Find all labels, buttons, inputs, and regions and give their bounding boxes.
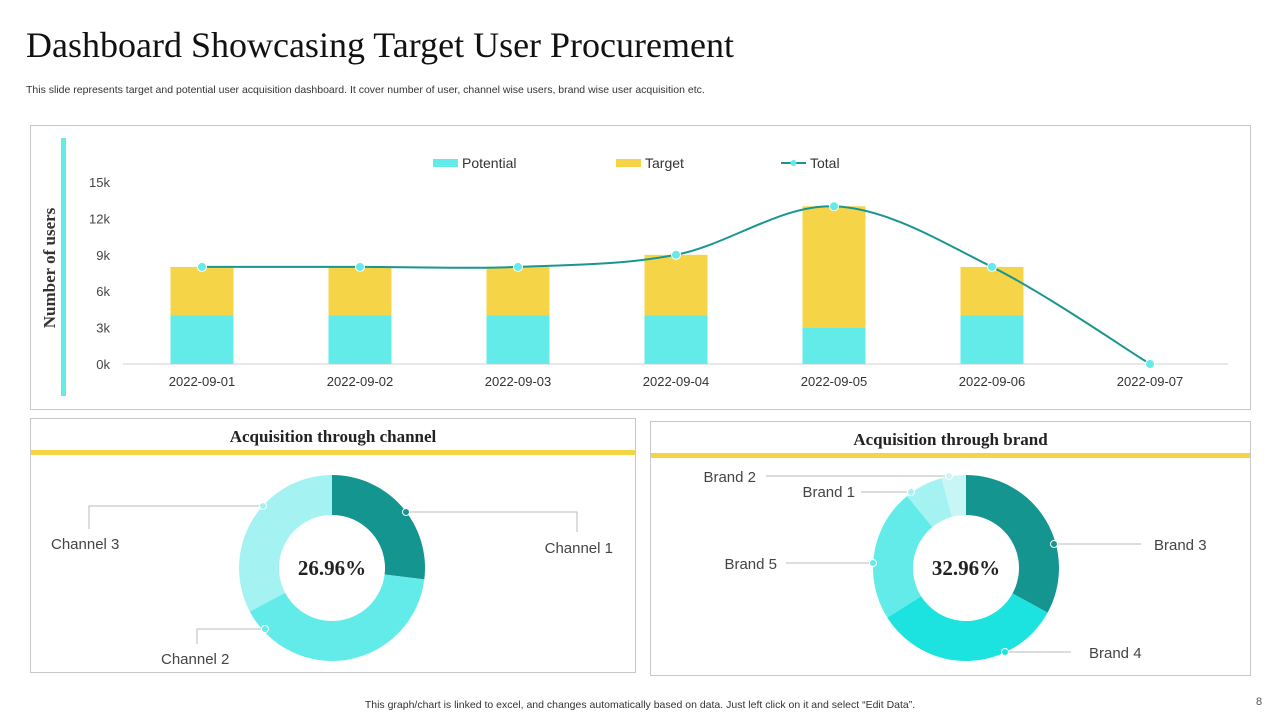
brand-panel-title: Acquisition through brand (853, 430, 1048, 449)
y-tick-label: 0k (96, 357, 110, 372)
donut-slice (332, 475, 426, 580)
legend-label: Potential (462, 155, 516, 171)
donut-slice (249, 574, 425, 661)
y-axis-label: Number of users (40, 207, 59, 328)
leader-dot (259, 502, 267, 510)
total-point (1145, 359, 1155, 369)
legend-label: Total (810, 155, 840, 171)
leader-dot (869, 559, 877, 567)
leader-dot (1050, 540, 1058, 548)
donut-slice (906, 478, 953, 528)
bar-potential (328, 315, 392, 364)
total-point (197, 261, 207, 272)
leader-dot (907, 488, 915, 496)
channel-panel: Acquisition through channel Channel 1 Cha… (30, 418, 636, 673)
legend-marker (790, 160, 797, 166)
page-title: Dashboard Showcasing Target User Procure… (26, 25, 734, 65)
channel-donut-chart: Channel 1 Channel 2 Channel 3 26.96% (51, 475, 613, 668)
x-tick-label: 2022-09-01 (169, 374, 236, 389)
y-tick-label: 15k (89, 175, 110, 190)
bar-target (486, 266, 550, 316)
legend-label: Target (645, 155, 684, 171)
legend-swatch (433, 159, 458, 167)
users-bar-chart: Number of users 0k 3k 6k 9k 12k 15k 2022-09-01 2… (40, 138, 1228, 396)
donut-center-value: 32.96% (932, 556, 1000, 580)
y-tick-label: 3k (96, 321, 110, 336)
footer-note: This graph/chart is linked to excel, and… (364, 699, 916, 711)
slice-label: Brand 2 (703, 469, 756, 486)
donut-slice (873, 496, 933, 618)
donut-slice (887, 593, 1048, 661)
bar-target (644, 254, 708, 316)
total-point (671, 249, 681, 260)
total-point (829, 201, 839, 212)
x-tick-label: 2022-09-06 (959, 374, 1026, 389)
slice-label: Brand 3 (1154, 537, 1207, 554)
x-tick-label: 2022-09-07 (1117, 374, 1184, 389)
leader-dot (1001, 648, 1009, 656)
total-point (355, 261, 365, 272)
bar-potential (960, 315, 1024, 364)
leader-line (88, 505, 263, 529)
page-subtitle: This slide represents target and potenti… (26, 84, 705, 96)
y-tick-label: 6k (96, 284, 110, 299)
leader-dot (261, 625, 269, 633)
donut-slice (941, 475, 966, 517)
channel-panel-title: Acquisition through channel (229, 427, 437, 446)
bar-potential (644, 315, 708, 364)
channel-divider (31, 450, 635, 455)
leader-line (406, 511, 578, 532)
brand-donut-chart: Brand 3 Brand 4 Brand 5 Brand 1 Brand 2 32.96… (703, 469, 1207, 662)
page-number: 8 (1256, 696, 1263, 708)
slice-label: Channel 2 (161, 651, 229, 668)
bar-potential (486, 315, 550, 364)
donut-center-value: 26.96% (298, 556, 366, 580)
slice-label: Channel 1 (545, 540, 613, 557)
total-point (987, 261, 997, 272)
total-point (513, 261, 523, 272)
slice-label: Brand 4 (1089, 645, 1142, 662)
leader-dot (945, 472, 953, 480)
bar-target (802, 206, 866, 328)
bar-target (960, 266, 1024, 316)
legend-swatch (616, 159, 641, 167)
bar-target (328, 266, 392, 316)
y-tick-label: 12k (89, 211, 110, 226)
slice-label: Brand 5 (724, 556, 777, 573)
x-tick-label: 2022-09-04 (643, 374, 710, 389)
x-tick-label: 2022-09-05 (801, 374, 868, 389)
x-tick-label: 2022-09-02 (327, 374, 394, 389)
x-tick-label: 2022-09-03 (485, 374, 552, 389)
bar-target (170, 266, 234, 316)
y-tick-label: 9k (96, 248, 110, 263)
brand-panel: Acquisition through brand Brand 3 Brand 4… (650, 421, 1251, 676)
bar-potential (802, 327, 866, 364)
slice-label: Channel 3 (51, 536, 119, 553)
leader-line (196, 628, 265, 644)
users-chart-panel: Number of users 0k 3k 6k 9k 12k 15k 2022-09-01 2… (30, 125, 1251, 410)
donut-slice (966, 475, 1059, 613)
axis-accent-bar (61, 138, 66, 396)
slice-label: Brand 1 (802, 484, 855, 501)
bar-potential (170, 315, 234, 364)
brand-divider (651, 453, 1250, 458)
leader-dot (402, 508, 410, 516)
donut-slice (238, 475, 332, 612)
